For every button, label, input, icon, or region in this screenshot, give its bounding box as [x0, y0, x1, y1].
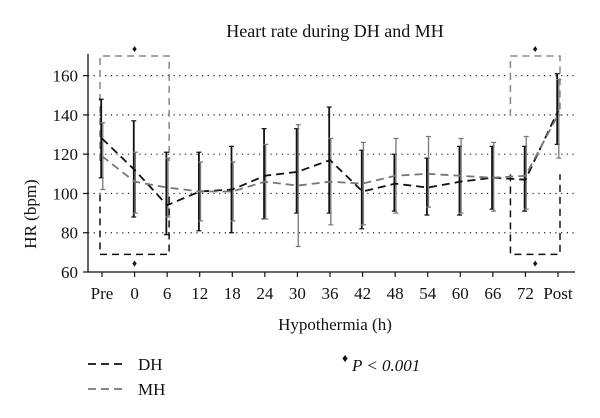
x-tick-label: 48 [387, 284, 404, 303]
significance-text: P < 0.001 [351, 356, 420, 375]
y-tick-label: 100 [53, 184, 79, 203]
legend-label-mh: MH [138, 380, 165, 399]
x-tick-label: 6 [163, 284, 172, 303]
grid-lines [88, 75, 575, 234]
x-tick-label: 12 [191, 284, 208, 303]
y-tick-label: 60 [61, 263, 78, 282]
significance-marker: ♦ [533, 44, 538, 55]
x-tick-label: 0 [130, 284, 139, 303]
x-tick-label: 30 [289, 284, 306, 303]
axes [83, 54, 575, 277]
y-tick-labels: 60 80 100 120 140 160 [53, 67, 79, 282]
significance-note: ♦ P < 0.001 [342, 351, 420, 375]
significance-brackets: ♦ ♦ ♦ ♦ [99, 44, 561, 269]
series-line-mh [101, 114, 559, 193]
significance-bracket-dh [99, 194, 170, 256]
x-tick-label: 54 [419, 284, 437, 303]
x-tick-label: Pre [91, 284, 114, 303]
y-tick-label: 80 [61, 224, 78, 243]
y-tick-label: 120 [53, 145, 79, 164]
x-tick-label: Post [543, 284, 573, 303]
significance-bracket-dh [509, 174, 561, 256]
x-tick-label: 72 [517, 284, 534, 303]
series-lines [101, 110, 559, 207]
significance-marker: ♦ [132, 258, 137, 269]
significance-bracket-mh [509, 55, 561, 116]
legend-label-dh: DH [138, 355, 163, 374]
x-tick-labels: Pre 0 6 12 18 24 30 36 42 48 54 60 66 72 Post [91, 284, 573, 303]
x-tick-label: 60 [452, 284, 469, 303]
x-axis-label: Hypothermia (h) [278, 315, 392, 334]
legend: DH MH [88, 355, 165, 399]
x-tick-label: 66 [484, 284, 501, 303]
significance-marker: ♦ [132, 44, 137, 55]
significance-marker: ♦ [533, 258, 538, 269]
series-line-dh [101, 110, 559, 207]
y-axis-label: HR (bpm) [21, 179, 40, 248]
significance-symbol: ♦ [342, 351, 348, 365]
x-tick-label: 36 [322, 284, 339, 303]
x-tick-label: 24 [256, 284, 274, 303]
y-tick-label: 160 [53, 67, 79, 86]
x-tick-label: 18 [224, 284, 241, 303]
chart-title: Heart rate during DH and MH [226, 21, 443, 41]
y-tick-label: 140 [53, 106, 79, 125]
significance-bracket-mh [99, 55, 170, 161]
x-tick-label: 42 [354, 284, 371, 303]
